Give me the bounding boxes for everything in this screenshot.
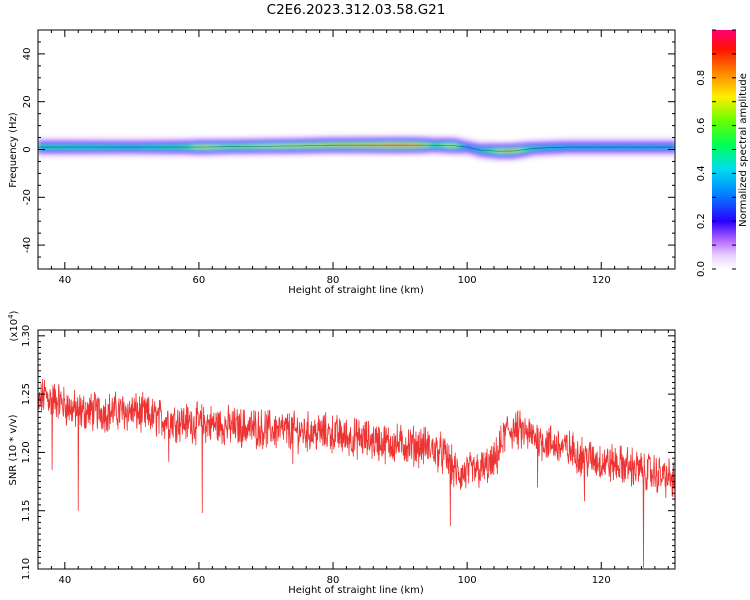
spectrogram-x-tick-label: 40 xyxy=(58,275,71,286)
snr-plot-area xyxy=(38,330,675,569)
spectrogram-ticks: 40 60 80 100 120 40 20 0 -20 -40 xyxy=(22,29,675,286)
colorbar-tick-label: 0.6 xyxy=(696,118,707,134)
snr-x-tick-label: 60 xyxy=(193,575,206,586)
spectrogram-y-tick-label: -20 xyxy=(22,189,33,205)
snr-x-tick-label: 120 xyxy=(592,575,611,586)
snr-y-tick-label: 1.15 xyxy=(21,500,32,522)
spectrogram-heatmap xyxy=(38,135,675,162)
snr-y-unit: (x104) xyxy=(7,310,20,341)
spectrogram-x-tick-label: 100 xyxy=(458,275,477,286)
spectrogram-x-tick-label: 60 xyxy=(193,275,206,286)
snr-y-tick-label: 1.10 xyxy=(21,558,32,580)
spectrogram-xlabel: Height of straight line (km) xyxy=(288,285,424,296)
spectrogram-ridge xyxy=(38,144,675,152)
snr-ylabel: SNR (10 * v/v) xyxy=(8,414,19,485)
spectrogram-panel: 40 60 80 100 120 40 20 0 -20 -40 Height of straig… xyxy=(8,29,676,296)
spectrogram-y-tick-label: -40 xyxy=(22,237,33,253)
colorbar-tick-label: 0.0 xyxy=(696,261,707,277)
spectrogram-x-tick-label: 120 xyxy=(592,275,611,286)
snr-y-tick-label: 1.25 xyxy=(21,383,32,405)
snr-panel: 40 60 80 100 120 1.30 1.25 1.20 1.15 1.10 Height … xyxy=(7,310,676,596)
colorbar: 0.0 0.2 0.4 0.6 0.8 Normalized spectral ampl… xyxy=(696,29,749,277)
colorbar-tick-label: 0.8 xyxy=(696,70,707,86)
colorbar-ticks: 0.0 0.2 0.4 0.6 0.8 xyxy=(696,29,736,277)
spectrogram-x-tick-label: 80 xyxy=(327,275,340,286)
snr-xlabel: Height of straight line (km) xyxy=(288,585,424,596)
colorbar-label: Normalized spectral amplitude xyxy=(738,73,749,227)
snr-series-line xyxy=(38,378,675,568)
snr-x-tick-label: 80 xyxy=(327,575,340,586)
snr-y-tick-label: 1.20 xyxy=(21,441,32,463)
spectrogram-y-tick-label: 40 xyxy=(22,48,33,61)
colorbar-tick-label: 0.2 xyxy=(696,213,707,229)
snr-x-tick-label: 100 xyxy=(458,575,477,586)
spectrogram-y-tick-label: 0 xyxy=(22,146,33,152)
snr-x-tick-label: 40 xyxy=(58,575,71,586)
snr-frame xyxy=(37,329,676,570)
colorbar-tick-label: 0.4 xyxy=(696,165,707,181)
snr-ticks: 40 60 80 100 120 1.30 1.25 1.20 1.15 1.10 xyxy=(21,325,675,586)
figure-title: C2E6.2023.312.03.58.G21 xyxy=(267,2,446,18)
snr-y-tick-label: 1.30 xyxy=(21,325,32,347)
spectrogram-y-tick-label: 20 xyxy=(22,95,33,108)
spectrogram-ylabel: Frequency (Hz) xyxy=(8,112,19,188)
